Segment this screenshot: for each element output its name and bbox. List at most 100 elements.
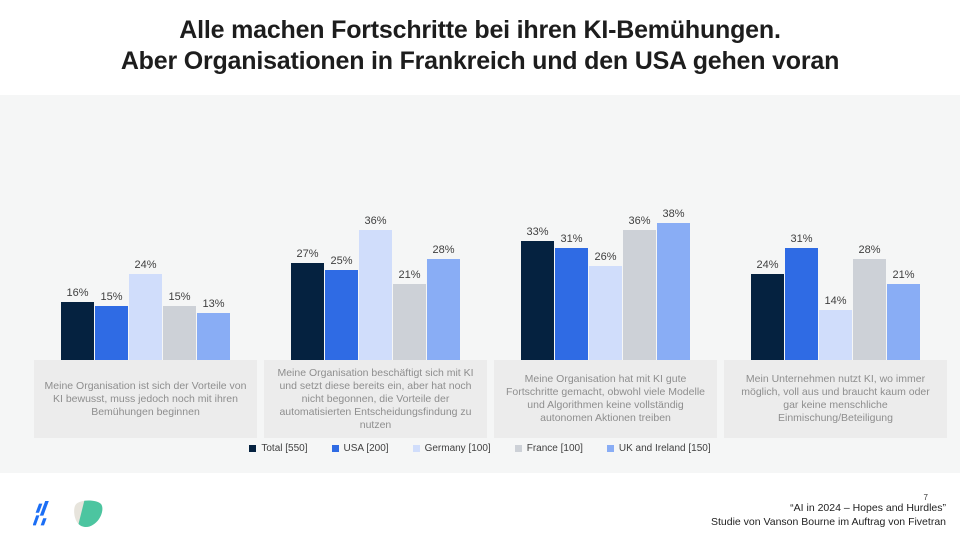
bar-cell: 31% xyxy=(555,233,588,360)
legend-item: Germany [100] xyxy=(412,443,491,454)
bar-cell: 33% xyxy=(521,226,554,360)
bar-value-label: 21% xyxy=(398,269,421,282)
legend-swatch xyxy=(249,445,257,452)
bar xyxy=(555,248,588,360)
bar-group: 27% 25% 36% 21% 28% Meine Organisation beschä… xyxy=(264,95,487,438)
bar-value-label: 33% xyxy=(526,226,549,239)
bar xyxy=(393,284,426,360)
page-number: 7 xyxy=(923,493,928,502)
bar-cell: 36% xyxy=(359,215,392,360)
category-label-box: Meine Organisation hat mit KI gute Forts… xyxy=(494,360,717,438)
bar xyxy=(95,306,128,360)
bar-cell: 28% xyxy=(853,244,886,360)
vanson-bourne-logo-icon xyxy=(74,500,103,528)
slide-footer: 7 “AI in 2024 – Hopes and Hurdles” Studi… xyxy=(0,473,960,540)
legend-item: UK and Ireland [150] xyxy=(606,443,711,454)
bar xyxy=(623,230,656,360)
category-label: Meine Organisation hat mit KI gute Forts… xyxy=(505,373,705,424)
logo-row xyxy=(33,500,103,528)
category-label: Meine Organisation beschäftigt sich mit … xyxy=(277,366,474,431)
bar xyxy=(61,302,94,360)
legend-item: USA [200] xyxy=(331,443,389,454)
bar-cell: 15% xyxy=(95,291,128,360)
legend-swatch xyxy=(331,445,339,452)
bar xyxy=(657,223,690,360)
bar xyxy=(589,266,622,360)
bar-cell: 36% xyxy=(623,215,656,360)
bar-value-label: 36% xyxy=(628,215,651,228)
bar-value-label: 26% xyxy=(594,251,617,264)
legend-item: Total [550] xyxy=(249,443,308,454)
category-label: Mein Unternehmen nutzt KI, wo immer mögl… xyxy=(741,373,930,424)
bar-group: 16% 15% 24% 15% 13% Meine Organisation ist si… xyxy=(34,95,257,438)
bar xyxy=(751,273,784,360)
bar-value-label: 25% xyxy=(330,255,353,267)
bar-value-label: 28% xyxy=(858,244,881,257)
category-label-box: Meine Organisation beschäftigt sich mit … xyxy=(264,360,487,438)
bar xyxy=(291,262,324,360)
legend-label: UK and Ireland [150] xyxy=(618,443,711,454)
bar xyxy=(819,309,852,360)
bar-value-label: 13% xyxy=(202,298,225,311)
bar xyxy=(197,313,230,360)
bar-cluster: 27% 25% 36% 21% 28% xyxy=(264,95,487,360)
bar-chart: 16% 15% 24% 15% 13% Meine Organisation ist si… xyxy=(0,95,960,473)
bar-cell: 13% xyxy=(197,298,230,360)
page-title-line-2: Aber Organisationen in Frankreich und de… xyxy=(120,47,840,75)
bar-value-label: 14% xyxy=(824,294,847,307)
bar-value-label: 36% xyxy=(364,215,387,228)
bar-cluster: 16% 15% 24% 15% 13% xyxy=(34,95,257,360)
bar-group: 33% 31% 26% 36% 38% Meine Organisation hat mi… xyxy=(494,95,717,438)
bar-cell: 26% xyxy=(589,251,622,360)
citation-line-1: “AI in 2024 – Hopes and Hurdles” xyxy=(790,502,946,514)
source-citation: “AI in 2024 – Hopes and Hurdles” Studie … xyxy=(711,502,946,529)
bar xyxy=(887,284,920,360)
bar-value-label: 15% xyxy=(168,291,191,303)
fivetran-logo-icon xyxy=(33,501,49,526)
bar-value-label: 31% xyxy=(790,233,813,246)
bar-cell: 24% xyxy=(751,259,784,360)
legend-label: Germany [100] xyxy=(424,443,491,454)
bar xyxy=(853,259,886,360)
legend-label: Total [550] xyxy=(261,443,308,454)
bar xyxy=(427,259,460,360)
bar-value-label: 28% xyxy=(432,244,455,257)
bar-cluster: 24% 31% 14% 28% 21% xyxy=(724,95,947,360)
bar xyxy=(163,306,196,360)
bar-group: 24% 31% 14% 28% 21% Mein Unternehmen nutzt KI… xyxy=(724,95,947,438)
bar-value-label: 15% xyxy=(100,291,123,303)
bar xyxy=(359,230,392,360)
bar-cell: 25% xyxy=(325,255,358,360)
bar-value-label: 27% xyxy=(296,247,319,260)
legend-swatch xyxy=(514,445,522,452)
page-title-line-1: Alle machen Fortschritte bei ihren KI-Be… xyxy=(179,16,781,44)
bar-cell: 14% xyxy=(819,295,852,360)
bar-value-label: 31% xyxy=(560,233,583,246)
bar-cell: 38% xyxy=(657,208,690,360)
citation-line-2: Studie von Vanson Bourne im Auftrag von … xyxy=(710,515,946,528)
bar-value-label: 24% xyxy=(756,258,779,271)
bar-cell: 21% xyxy=(887,269,920,360)
legend-label: USA [200] xyxy=(343,443,389,454)
bar xyxy=(785,248,818,360)
bar-cell: 16% xyxy=(61,287,94,360)
bar-cell: 27% xyxy=(291,248,324,360)
legend-item: France [100] xyxy=(514,443,583,454)
slide-header: Alle machen Fortschritte bei ihren KI-Be… xyxy=(0,0,960,95)
bar-value-label: 16% xyxy=(66,287,89,300)
legend-swatch xyxy=(412,445,420,452)
bar-value-label: 38% xyxy=(662,208,685,221)
category-label: Meine Organisation ist sich der Vorteile… xyxy=(44,379,247,418)
bar-cluster: 33% 31% 26% 36% 38% xyxy=(494,95,717,360)
bar xyxy=(325,270,358,360)
bar-cell: 15% xyxy=(163,291,196,360)
legend-label: France [100] xyxy=(526,443,583,454)
bar-groups: 16% 15% 24% 15% 13% Meine Organisation ist si… xyxy=(34,95,947,438)
bar xyxy=(129,273,162,360)
bar-value-label: 21% xyxy=(892,269,915,282)
bar-cell: 21% xyxy=(393,269,426,360)
category-label-box: Meine Organisation ist sich der Vorteile… xyxy=(34,360,257,438)
chart-legend: Total [550] USA [200] Germany [100] France … xyxy=(0,443,960,454)
bar-cell: 31% xyxy=(785,233,818,360)
